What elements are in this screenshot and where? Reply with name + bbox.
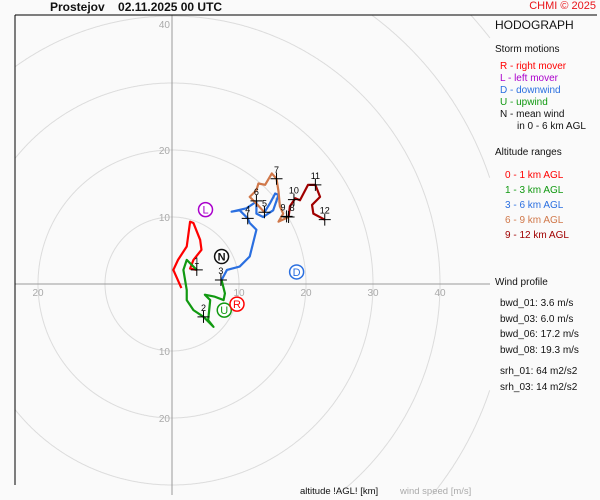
legend-title: HODOGRAPH <box>495 18 574 32</box>
y-tick-label: 40 <box>159 20 171 31</box>
x-tick-label: 30 <box>367 288 379 299</box>
storm-motion-item: in 0 - 6 km AGL <box>517 121 586 132</box>
ring-40 <box>15 15 441 495</box>
storm-motion-label: U <box>220 305 228 317</box>
altitude-range-item: 3 - 6 km AGL <box>505 200 564 211</box>
altitude-marker-cross <box>197 310 210 323</box>
ring-60 <box>470 14 491 39</box>
altitude-marker-label: 3 <box>218 266 223 276</box>
helicity-item: srh_01: 64 m2/s2 <box>500 366 578 377</box>
altitude-marker-cross <box>280 210 293 223</box>
series-line-4 <box>248 172 290 223</box>
x-tick-label: 40 <box>434 288 446 299</box>
altitude-marker-cross <box>190 263 203 276</box>
x-tick-label: 10 <box>233 288 245 299</box>
legend-panel: HODOGRAPH Storm motions R - right mover L… <box>495 18 600 395</box>
altitude-marker-cross <box>270 172 283 185</box>
storm-motion-label: R <box>233 299 241 311</box>
storm-motion-item: U - upwind <box>500 97 548 108</box>
altitude-marker-label: 12 <box>320 206 330 216</box>
altitude-marker-cross <box>214 273 227 286</box>
altitude-marker-cross <box>250 194 263 207</box>
altitude-marker-cross <box>287 193 300 206</box>
altitude-marker-cross <box>241 212 254 225</box>
altitude-marker-label: 2 <box>201 303 206 313</box>
wind-speed-label: wind speed [m/s] <box>400 486 472 497</box>
y-tick-label: 20 <box>159 146 171 157</box>
altitude-ranges-title: Altitude ranges <box>495 147 562 158</box>
altitude-marker-label: 4 <box>245 204 250 214</box>
altitude-marker-cross <box>309 178 322 191</box>
x-tick-label: 20 <box>300 288 312 299</box>
chart-title: Prostejov 02.11.2025 00 UTC <box>50 0 223 14</box>
altitude-marker-label: 1 <box>194 256 199 266</box>
wind-profile-item: bwd_03: 6.0 m/s <box>500 313 574 325</box>
altitude-marker-cross <box>282 211 295 223</box>
y-tick-label: 10 <box>159 213 171 224</box>
wind-profile-title: Wind profile <box>495 277 548 288</box>
storm-motion-label: D <box>293 267 301 279</box>
series-line-1 <box>172 220 203 289</box>
storm-motion-marker-N <box>213 248 230 265</box>
x-tick-label: 20 <box>32 288 44 299</box>
storm-motion-item: R - right mover <box>500 61 567 72</box>
storm-motion-item: N - mean wind <box>500 109 565 120</box>
altitude-marker-label: 9 <box>281 202 286 212</box>
storm-motion-label: L <box>202 205 208 217</box>
storm-motion-marker-D <box>288 264 305 280</box>
storm-motion-label: N <box>218 252 226 264</box>
altitude-marker-label: 11 <box>311 171 320 181</box>
series-line-2 <box>182 258 227 328</box>
y-tick-label: 10 <box>159 347 171 358</box>
storm-motions-title: Storm motions <box>495 44 560 55</box>
storm-motion-marker-U <box>216 302 233 318</box>
storm-motion-item: D - downwind <box>500 85 561 96</box>
wind-profile-item: bwd_08: 19.3 m/s <box>500 344 579 356</box>
copyright: CHMI © 2025 <box>529 0 596 12</box>
ring-50 <box>372 15 491 496</box>
storm-motion-marker-L <box>197 201 214 218</box>
altitude-marker-cross <box>258 206 271 219</box>
altitude-range-item: 9 - 12 km AGL <box>505 230 569 241</box>
altitude-marker-label: 6 <box>254 187 259 197</box>
altitude-marker-label: 5 <box>262 198 267 208</box>
storm-motion-item: L - left mover <box>500 73 558 84</box>
y-tick-label: 20 <box>159 414 171 425</box>
altitude-label: altitude !AGL! [km] <box>300 486 379 497</box>
helicity-item: srh_03: 14 m2/s2 <box>500 381 578 393</box>
altitude-marker-label: 7 <box>274 165 279 175</box>
altitude-marker-cross <box>318 213 331 226</box>
wind-profile-item: bwd_06: 17.2 m/s <box>500 329 579 340</box>
altitude-marker-label: 8 <box>290 203 295 213</box>
altitude-range-item: 0 - 1 km AGL <box>505 170 564 181</box>
altitude-range-item: 6 - 9 km AGL <box>505 215 564 226</box>
altitude-marker-label: 10 <box>289 186 299 196</box>
ring-30 <box>14 82 374 486</box>
storm-motion-marker-R <box>229 296 245 312</box>
wind-profile-item: bwd_01: 3.6 m/s <box>500 298 574 309</box>
altitude-range-item: 1 - 3 km AGL <box>505 185 564 196</box>
